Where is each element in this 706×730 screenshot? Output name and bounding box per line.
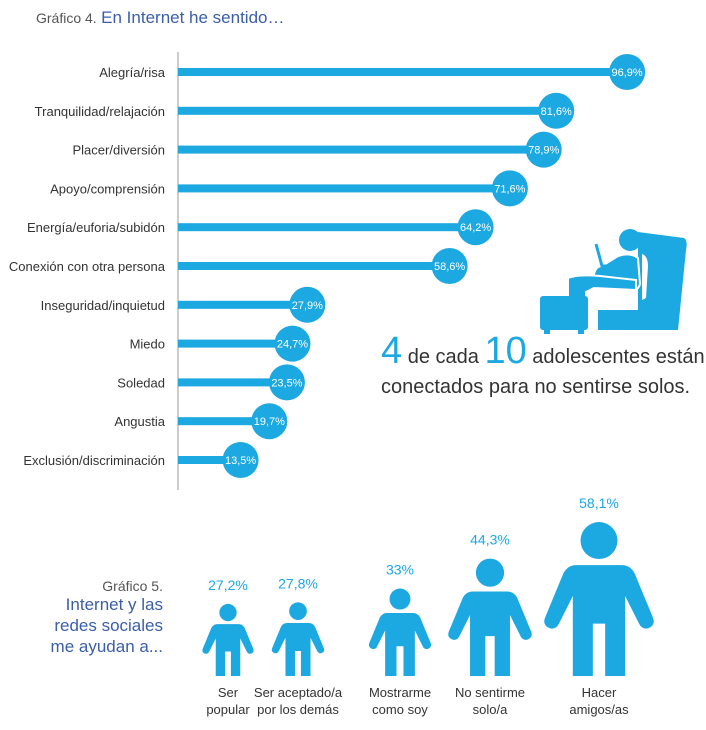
data-label: 33% <box>386 562 414 578</box>
bar <box>178 339 293 348</box>
category-label: Exclusión/discriminación <box>23 453 165 468</box>
value-bubble <box>609 54 646 90</box>
callout-number-a: 4 <box>381 330 403 372</box>
category-label: Hacer <box>582 685 617 700</box>
data-label: 78,9% <box>528 145 559 157</box>
category-label: Mostrarme <box>369 685 431 700</box>
value-bubble <box>251 403 288 440</box>
category-label: como soy <box>372 702 428 717</box>
value-bubble <box>274 325 311 362</box>
person-figure <box>448 558 532 676</box>
data-label: 27,8% <box>278 575 318 591</box>
chart-4-label: Gráfico 4. <box>36 10 97 26</box>
bar <box>178 456 241 464</box>
data-label: 96,9% <box>612 67 643 79</box>
callout-text-b: adolescentes están <box>532 346 705 368</box>
category-label: No sentirme <box>455 685 525 700</box>
data-label: 23,5% <box>271 377 302 389</box>
data-label: 58,6% <box>434 261 465 273</box>
data-label: 71,6% <box>494 183 525 195</box>
bar <box>178 145 544 154</box>
chart-5-label: Gráfico 5. <box>102 578 163 594</box>
value-bubble <box>525 131 562 168</box>
bar <box>178 300 308 309</box>
person-figure <box>202 603 254 676</box>
bar <box>178 417 270 426</box>
data-label: 58,1% <box>579 495 619 511</box>
category-label: Ser aceptado/a <box>254 685 343 700</box>
value-bubble <box>268 364 305 401</box>
category-label: Angustia <box>114 414 165 429</box>
category-label: Placer/diversión <box>73 143 166 158</box>
value-bubble <box>431 248 468 284</box>
callout-line-2: conectados para no sentirse solos. <box>381 376 691 398</box>
category-label: por los demás <box>257 702 339 717</box>
category-label: Tranquilidad/relajación <box>35 104 165 119</box>
category-label: popular <box>206 702 250 717</box>
bar <box>178 68 628 76</box>
category-label: solo/a <box>473 702 508 717</box>
value-bubble <box>457 209 494 246</box>
data-label: 64,2% <box>460 222 491 234</box>
bar <box>178 223 476 232</box>
data-label: 81,6% <box>541 106 572 118</box>
category-label: Miedo <box>130 337 165 352</box>
data-label: 13,5% <box>225 455 256 467</box>
data-label: 27,2% <box>208 577 248 593</box>
chart-4: Alegría/risa 96,9% Tranquilidad/relajación… <box>9 52 646 490</box>
chart-5-title-line: redes sociales <box>54 616 163 635</box>
value-bubble <box>222 442 259 478</box>
value-bubble <box>289 286 326 323</box>
category-label: amigos/as <box>569 702 629 717</box>
data-label: 24,7% <box>277 339 308 351</box>
person-in-armchair-icon <box>540 229 687 334</box>
value-bubble <box>538 92 575 129</box>
category-label: Energía/euforia/subidón <box>27 220 165 235</box>
chart-5-caption: Gráfico 5. Internet y las redes sociales… <box>0 578 163 657</box>
category-label: Alegría/risa <box>99 65 166 80</box>
callout-text-a: de cada <box>407 346 479 368</box>
person-figure <box>544 522 654 676</box>
data-label: 44,3% <box>470 532 510 548</box>
callout-number-b: 10 <box>484 330 527 372</box>
chart-5-title-line: Internet y las <box>65 595 163 614</box>
category-label: Ser <box>218 685 239 700</box>
data-label: 19,7% <box>254 416 285 428</box>
bar <box>178 106 557 115</box>
category-label: Soledad <box>117 375 165 390</box>
category-label: Conexión con otra persona <box>9 259 166 274</box>
bar <box>178 378 287 387</box>
person-figure <box>368 588 432 676</box>
bar <box>178 262 450 270</box>
value-bubble <box>491 170 528 207</box>
bar <box>178 184 510 193</box>
chart-4-heading: En Internet he sentido… <box>101 8 285 27</box>
callout-line-1: 4 de cada 10 adolescentes están <box>381 332 705 372</box>
chart-4-title: Gráfico 4. En Internet he sentido… <box>36 8 285 28</box>
callout-text: 4 de cada 10 adolescentes están conectad… <box>381 332 705 402</box>
category-label: Apoyo/comprensión <box>50 181 165 196</box>
category-label: Inseguridad/inquietud <box>41 298 165 313</box>
data-label: 27,9% <box>292 300 323 312</box>
chart-5-title-line: me ayudan a... <box>50 637 163 656</box>
person-figure <box>271 602 325 676</box>
